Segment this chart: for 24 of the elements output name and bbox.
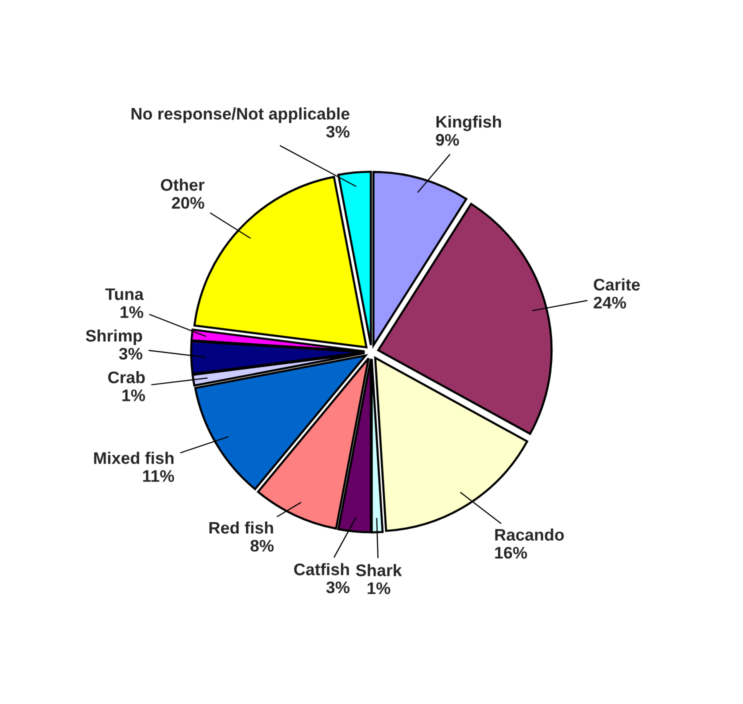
data-label: 1%: [122, 389, 146, 402]
data-label: 3%: [326, 126, 350, 138]
slice-label: Other: [160, 178, 204, 191]
data-label: 8%: [250, 540, 274, 552]
data-label: 3%: [119, 348, 142, 360]
slice-label: Mixed fish: [94, 452, 174, 464]
slice-label: Shrimp: [86, 329, 142, 345]
data-label: 16%: [495, 546, 528, 559]
slice-label: Catfish: [294, 563, 349, 576]
slice-label: Shark: [356, 564, 402, 576]
slice-label: No response/Not applicable: [132, 107, 350, 123]
slice-label: Racando: [495, 528, 564, 541]
data-label: 1%: [368, 582, 390, 594]
data-label: 11%: [143, 470, 174, 482]
data-label: 3%: [326, 581, 350, 594]
slice-label: Crab: [108, 371, 145, 384]
slice-label: Kingfish: [436, 115, 501, 132]
slice-label: Tuna: [105, 288, 144, 300]
data-label: 20%: [172, 196, 204, 209]
data-label: 24%: [594, 296, 626, 309]
data-label: 1%: [120, 306, 144, 318]
slice-label: Red fish: [209, 521, 274, 534]
data-label: 9%: [436, 134, 459, 146]
slice-label: Carite: [594, 278, 640, 291]
